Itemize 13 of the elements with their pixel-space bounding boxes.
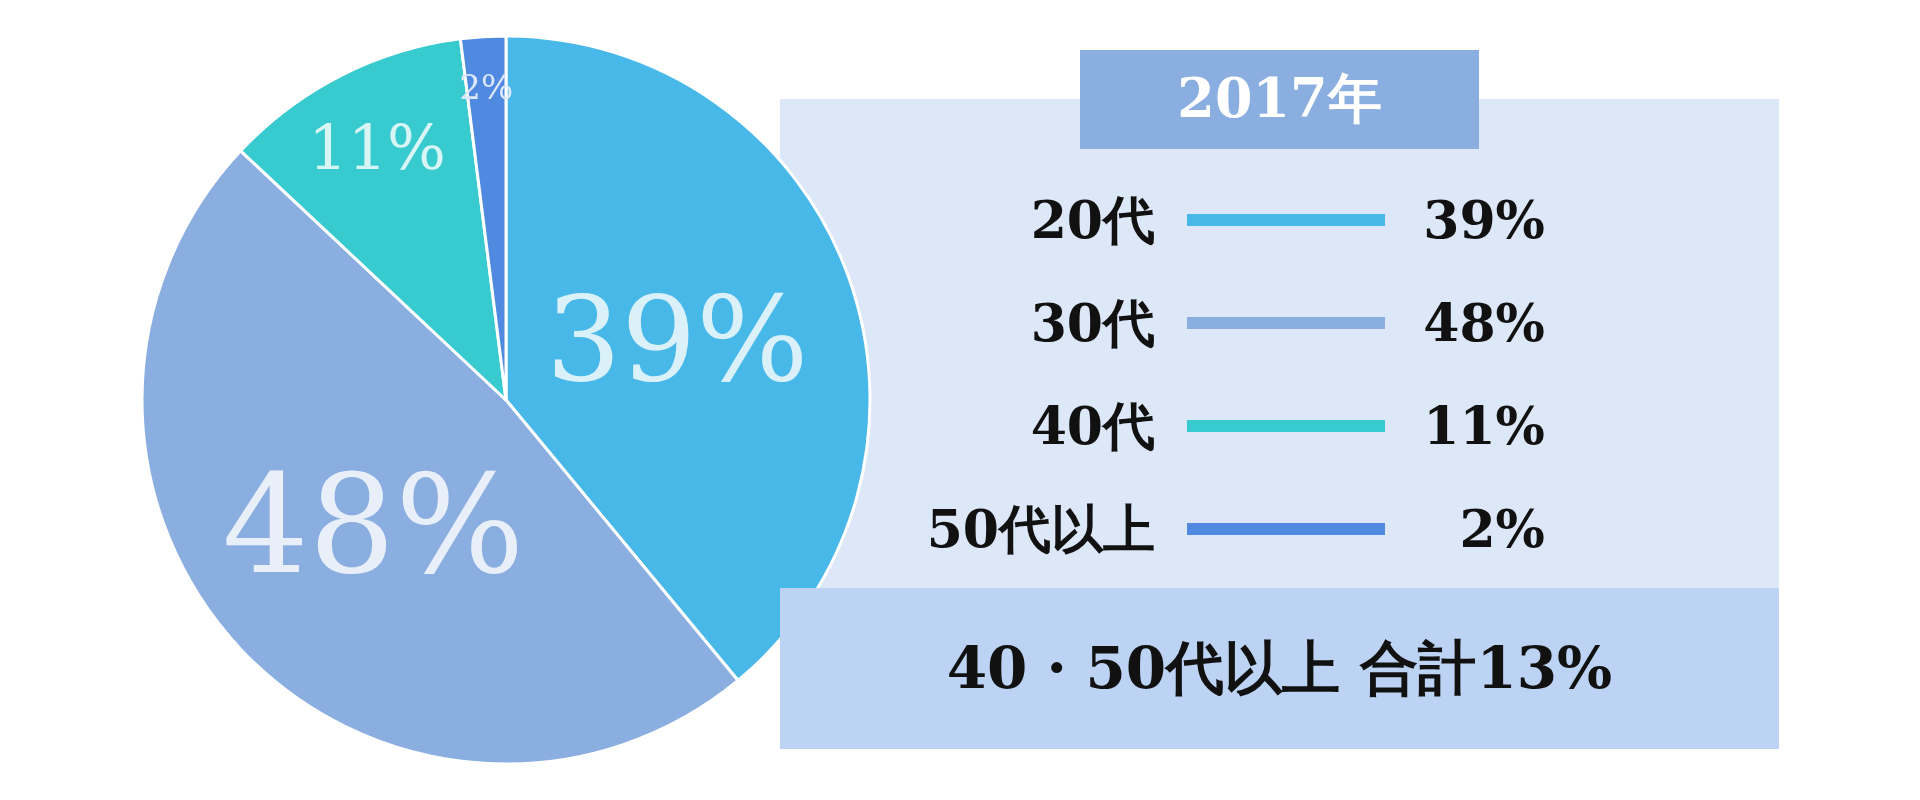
text: 40・50代以上 合計13%: [946, 634, 1613, 702]
text: 48%: [1423, 292, 1545, 353]
legend-label: 40代: [1030, 395, 1155, 456]
text: 39%: [1423, 189, 1545, 250]
text: 11%: [1423, 395, 1545, 456]
text: 2%: [1459, 498, 1545, 559]
legend-label: 50代以上: [926, 498, 1155, 559]
data-label: 39%: [546, 269, 809, 408]
data-label: 11%: [308, 110, 447, 184]
legend-label: 20代: [1030, 189, 1155, 250]
data-label: 48%: [222, 446, 525, 605]
legend-label: 30代: [1030, 292, 1155, 353]
legend-title: 2017年: [1177, 66, 1382, 130]
